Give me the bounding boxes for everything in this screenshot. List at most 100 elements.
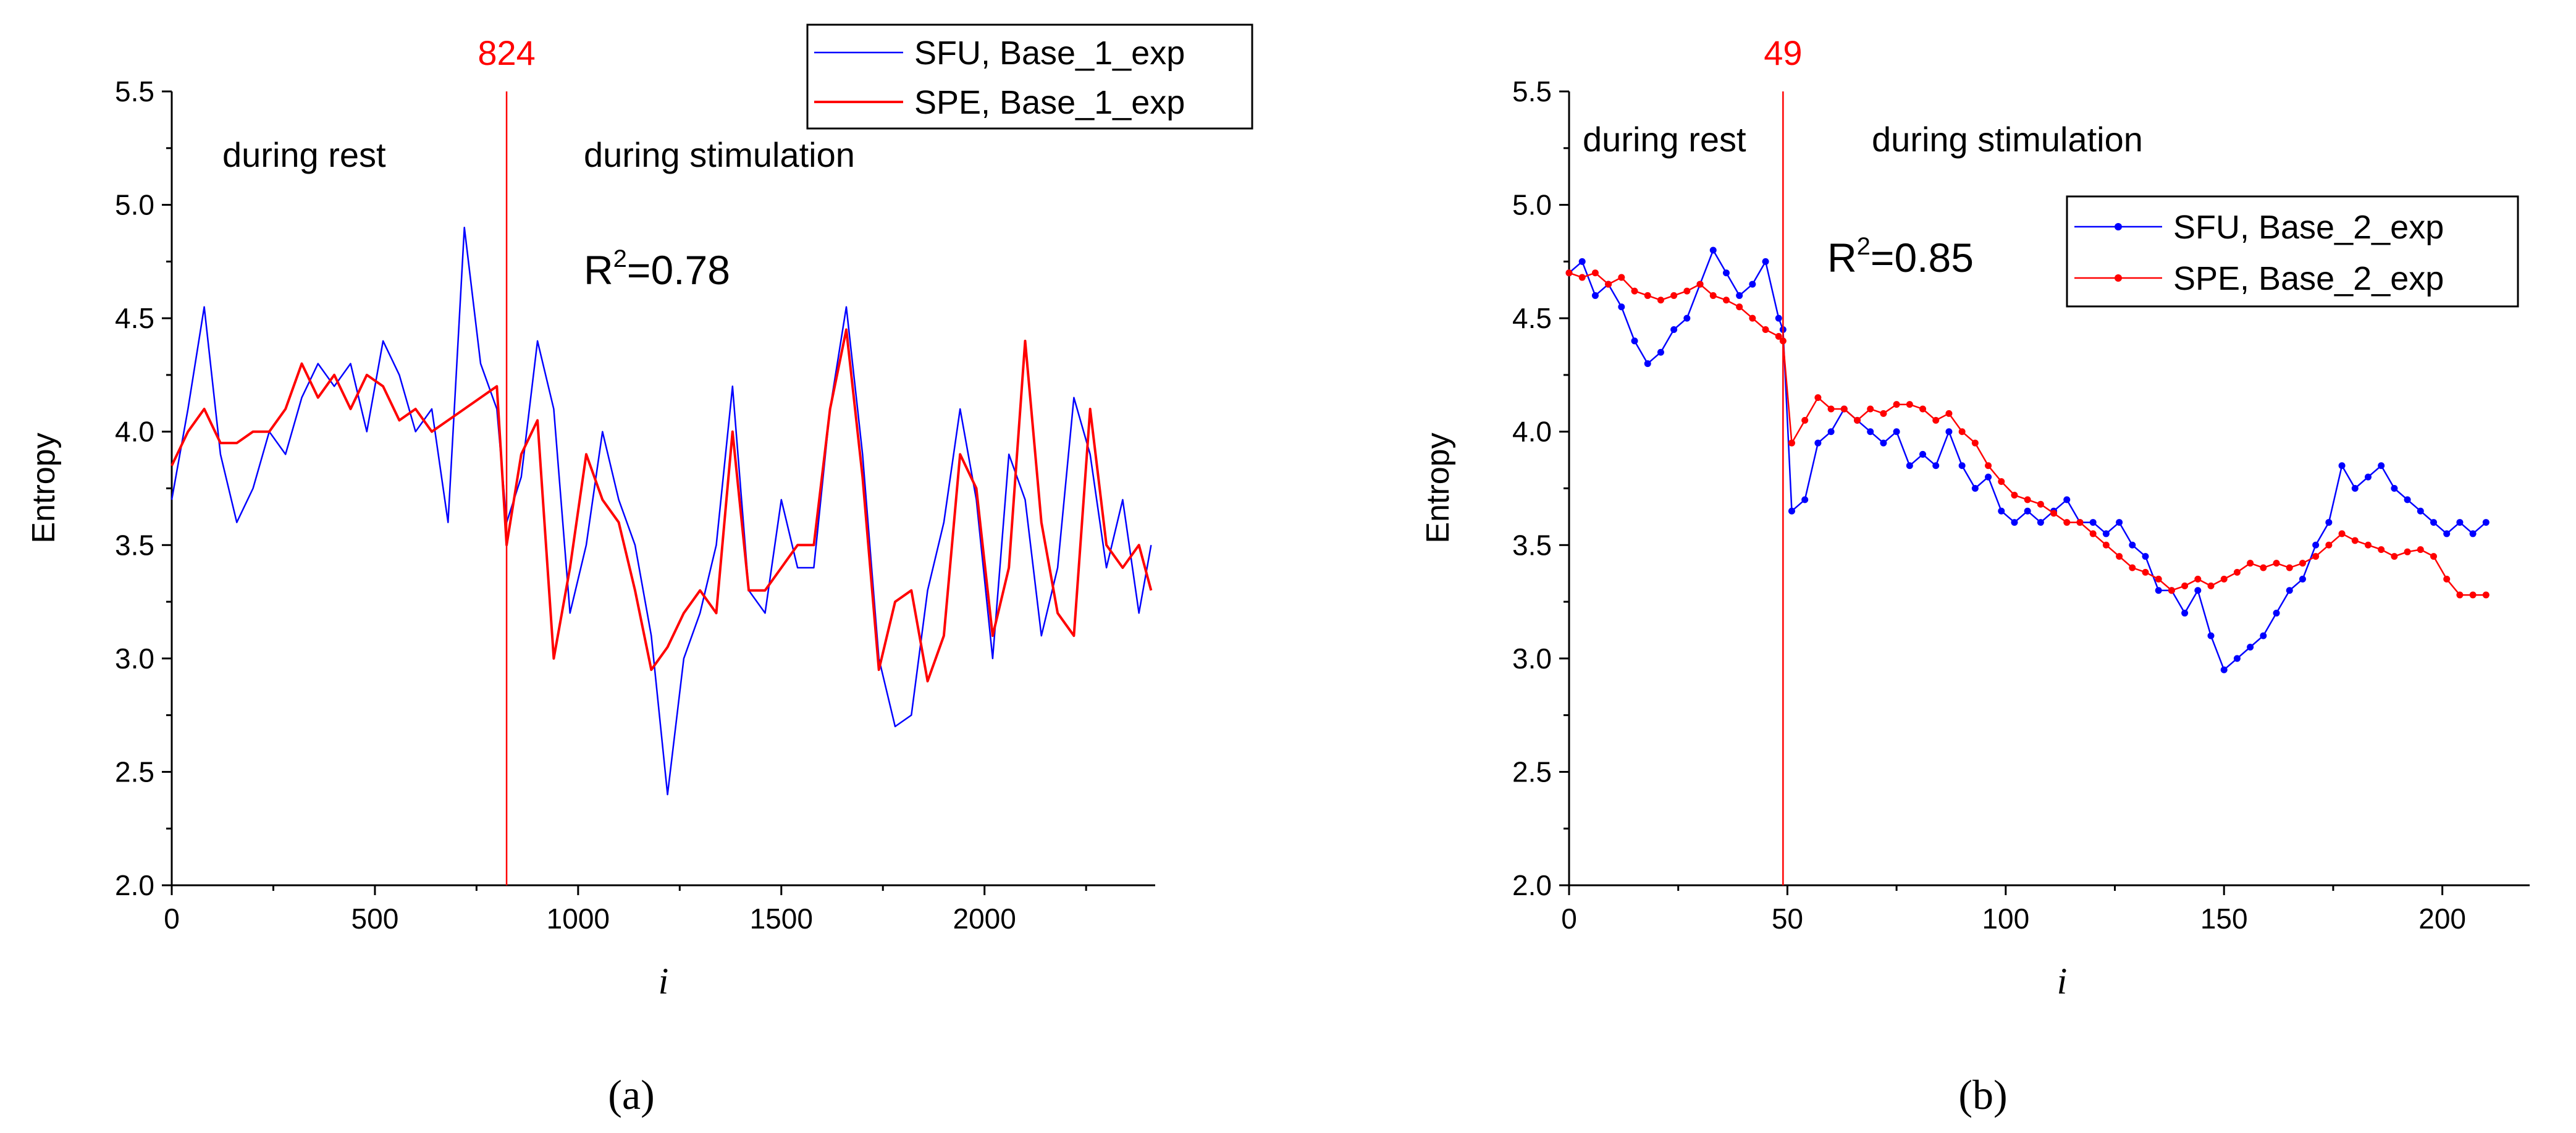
data-point-b-0 bbox=[1893, 428, 1900, 436]
data-point-b-0 bbox=[2063, 496, 2071, 503]
y-axis-title-b: Entropy bbox=[1420, 432, 1456, 543]
data-point-b-0 bbox=[1801, 496, 1809, 503]
y-tick-label-a: 4.5 bbox=[115, 302, 154, 334]
data-point-b-0 bbox=[2155, 587, 2162, 594]
data-point-b-1 bbox=[2076, 519, 2084, 526]
data-point-b-0 bbox=[2220, 666, 2228, 673]
data-point-b-1 bbox=[2286, 564, 2293, 571]
legend-b-label-sfu: SFU, Base_2_exp bbox=[2173, 209, 2444, 246]
data-point-b-0 bbox=[1631, 337, 1638, 345]
data-point-b-0 bbox=[2443, 530, 2451, 537]
y-tick-label-a: 5.0 bbox=[115, 189, 154, 221]
data-point-b-1 bbox=[1657, 297, 1664, 304]
data-point-b-1 bbox=[1827, 405, 1835, 413]
data-point-b-1 bbox=[1788, 439, 1795, 447]
data-point-b-0 bbox=[2194, 587, 2202, 594]
data-point-b-1 bbox=[1696, 280, 1704, 288]
x-tick-label-b: 150 bbox=[2200, 903, 2248, 935]
data-point-b-0 bbox=[1709, 246, 1717, 254]
data-point-b-1 bbox=[1971, 439, 1979, 447]
data-point-b-1 bbox=[2404, 548, 2411, 555]
data-point-b-0 bbox=[1945, 428, 1953, 436]
panel-label-b: (b) bbox=[1958, 1071, 2007, 1118]
data-point-b-1 bbox=[2260, 564, 2267, 571]
data-point-b-1 bbox=[1565, 269, 1573, 277]
marker-label-a: 824 bbox=[478, 33, 535, 72]
data-point-b-1 bbox=[2443, 575, 2451, 583]
data-point-b-0 bbox=[2417, 507, 2424, 515]
legend-b-label-spe: SPE, Base_2_exp bbox=[2173, 260, 2444, 297]
data-point-b-0 bbox=[2011, 519, 2018, 526]
data-point-b-1 bbox=[2024, 496, 2031, 503]
data-point-b-0 bbox=[2364, 473, 2372, 481]
data-point-b-1 bbox=[1893, 401, 1900, 408]
data-point-b-1 bbox=[1932, 416, 1940, 424]
y-tick-label-a: 3.5 bbox=[115, 529, 154, 561]
y-tick-label-b: 4.5 bbox=[1512, 302, 1552, 334]
data-point-b-1 bbox=[2456, 591, 2464, 599]
data-point-b-0 bbox=[2456, 519, 2464, 526]
data-point-b-1 bbox=[2351, 537, 2359, 544]
data-point-b-1 bbox=[1985, 462, 1992, 470]
x-tick-label-a: 2000 bbox=[953, 903, 1016, 935]
y-axis-title-a: Entropy bbox=[26, 432, 62, 543]
annotation-rest-b: during rest bbox=[1583, 120, 1746, 159]
r-squared-b: R2=0.85 bbox=[1827, 233, 1974, 280]
x-tick-label-b: 100 bbox=[1982, 903, 2029, 935]
r-squared-a-value: =0.78 bbox=[627, 247, 730, 293]
data-point-b-0 bbox=[2142, 553, 2149, 560]
data-point-b-1 bbox=[2129, 564, 2136, 571]
x-axis-title-b: i bbox=[2057, 961, 2068, 1001]
x-tick-label-a: 500 bbox=[351, 903, 399, 935]
data-point-b-1 bbox=[2089, 530, 2097, 537]
data-point-b-1 bbox=[2273, 560, 2280, 567]
data-point-b-1 bbox=[2338, 530, 2346, 537]
y-tick-label-b: 3.5 bbox=[1512, 529, 1552, 561]
panel-label-a: (a) bbox=[608, 1071, 654, 1118]
series-a bbox=[170, 227, 1153, 796]
data-point-b-0 bbox=[2024, 507, 2031, 515]
data-point-b-0 bbox=[1578, 258, 1586, 265]
legend-b-marker-sfu bbox=[2115, 223, 2122, 230]
r-squared-b-value: =0.85 bbox=[1871, 235, 1974, 280]
data-point-b-0 bbox=[2247, 644, 2254, 651]
y-tick-label-b: 2.0 bbox=[1512, 869, 1552, 901]
data-point-b-0 bbox=[1749, 280, 1756, 288]
data-point-b-0 bbox=[2207, 632, 2215, 639]
r-squared-a-base: R bbox=[584, 247, 613, 293]
x-tick-label-b: 0 bbox=[1561, 903, 1577, 935]
data-point-b-0 bbox=[1958, 462, 1966, 470]
data-point-b-1 bbox=[2011, 492, 2018, 499]
annotation-stim-a: during stimulation bbox=[584, 135, 855, 174]
series-b bbox=[1565, 246, 2490, 673]
r-squared-a-sup: 2 bbox=[613, 245, 627, 272]
data-point-b-0 bbox=[1775, 314, 1782, 322]
data-point-b-0 bbox=[2482, 519, 2490, 526]
data-point-b-1 bbox=[2312, 553, 2320, 560]
r-squared-b-base: R bbox=[1827, 235, 1857, 280]
data-point-b-1 bbox=[1644, 292, 1651, 299]
data-point-b-0 bbox=[1985, 473, 1992, 481]
data-point-b-0 bbox=[2378, 462, 2385, 470]
data-point-b-0 bbox=[2129, 541, 2136, 549]
data-point-b-0 bbox=[2260, 632, 2267, 639]
data-point-b-0 bbox=[2181, 609, 2189, 617]
data-point-b-0 bbox=[2273, 609, 2280, 617]
data-point-b-0 bbox=[1814, 439, 1822, 447]
data-point-b-1 bbox=[1736, 303, 1743, 311]
y-tick-label-b: 5.0 bbox=[1512, 189, 1552, 221]
legend-a: SFU, Base_1_exp SPE, Base_1_exp bbox=[806, 23, 1253, 130]
data-point-b-0 bbox=[1722, 269, 1730, 277]
data-point-b-0 bbox=[1683, 314, 1691, 322]
data-point-b-0 bbox=[1880, 439, 1887, 447]
data-point-b-0 bbox=[1919, 450, 1927, 458]
data-point-b-1 bbox=[1709, 292, 1717, 299]
panel-b: 2.0 2.5 3.0 3.5 4.0 4.5 5.0 5.5 0 50 100 150 200 49… bbox=[1420, 33, 2530, 1118]
data-point-b-1 bbox=[1670, 292, 1678, 299]
data-point-b-1 bbox=[2050, 510, 2058, 517]
x-tick-label-b: 50 bbox=[1772, 903, 1803, 935]
data-point-b-1 bbox=[1762, 326, 1769, 333]
data-point-b-0 bbox=[2469, 530, 2477, 537]
data-point-b-0 bbox=[1670, 326, 1678, 333]
data-point-b-1 bbox=[1945, 410, 1953, 417]
